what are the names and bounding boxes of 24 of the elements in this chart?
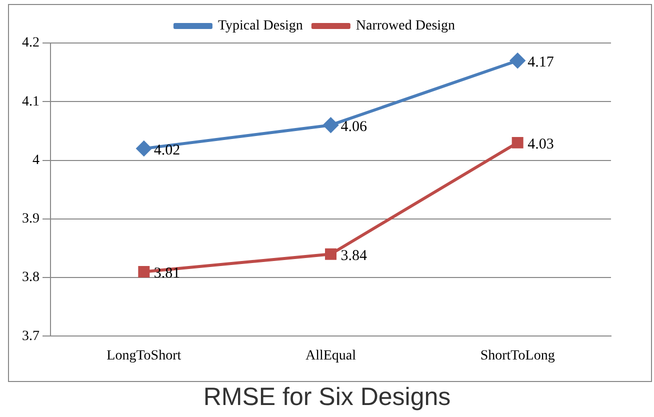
y-tick-label: 4: [32, 152, 40, 168]
data-label: 4.02: [154, 142, 180, 158]
data-label: 4.06: [340, 119, 368, 136]
data-label: 3.81: [154, 266, 180, 282]
point: [138, 266, 150, 278]
data-label: 4.17: [528, 54, 554, 71]
data-label: 3.84: [340, 248, 368, 264]
x-tick-label: LongToShort: [106, 348, 182, 364]
legend-label: Typical Design: [218, 18, 303, 34]
legend-label: Narrowed Design: [356, 18, 456, 34]
point: [512, 136, 524, 148]
point: [510, 53, 526, 68]
y-tick-label: 4.2: [22, 36, 40, 51]
y-tick-label: 4.1: [22, 94, 40, 110]
y-tick-label: 3.8: [22, 270, 40, 286]
point: [136, 141, 152, 156]
x-tick-label: ShortToLong: [480, 348, 555, 364]
point: [323, 118, 338, 133]
x-tick-label: AllEqual: [305, 348, 356, 364]
data-label: 4.03: [528, 136, 554, 153]
text: RMSE for Six Designs: [202, 383, 452, 412]
point: [325, 248, 336, 260]
y-tick-label: 3.7: [22, 328, 40, 344]
y-tick-label: 3.9: [22, 212, 40, 227]
